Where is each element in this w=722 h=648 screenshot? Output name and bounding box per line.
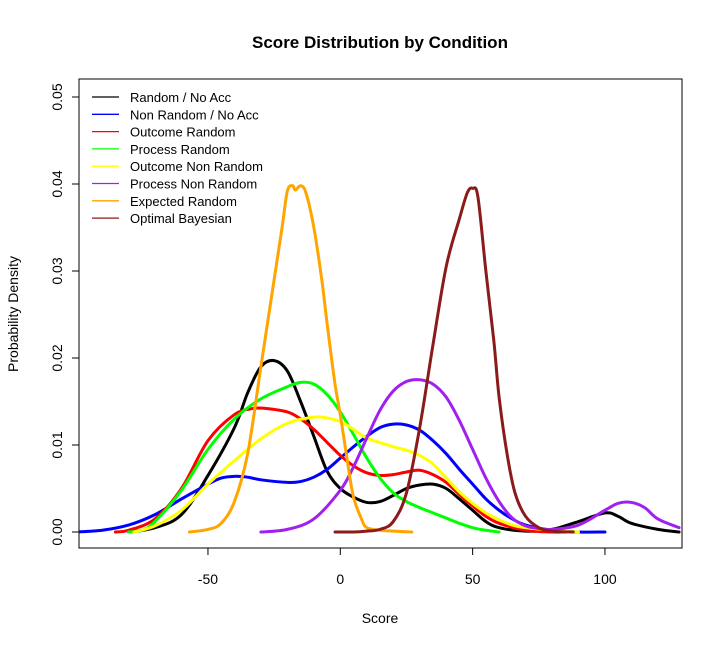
series-line-5: [132, 415, 580, 534]
x-tick-label: -50: [198, 571, 218, 587]
y-tick-label: 0.00: [49, 518, 65, 545]
legend-label: Optimal Bayesian: [130, 211, 232, 226]
y-tick-label: 0.02: [49, 344, 65, 371]
x-axis: -50 0 50 100: [198, 547, 617, 587]
x-tick-label: 50: [465, 571, 481, 587]
y-tick-label: 0.01: [49, 431, 65, 458]
legend-label: Process Random: [130, 142, 230, 157]
legend-label: Expected Random: [130, 194, 237, 209]
legend: Random / No Acc Non Random / No Acc Outcom…: [92, 90, 263, 226]
legend-item: Optimal Bayesian: [92, 211, 232, 226]
legend-label: Outcome Non Random: [130, 159, 263, 174]
series-line-7: [187, 184, 414, 534]
legend-item: Process Random: [92, 142, 230, 157]
legend-label: Process Non Random: [130, 177, 257, 192]
series-line-3: [113, 406, 567, 534]
y-tick-label: 0.05: [49, 83, 65, 110]
series-line-8: [333, 186, 575, 534]
y-tick-label: 0.04: [49, 170, 65, 197]
y-tick-label: 0.03: [49, 257, 65, 284]
legend-item: Non Random / No Acc: [92, 107, 259, 122]
y-axis: 0.00 0.01 0.02 0.03 0.04 0.05: [49, 83, 80, 546]
series-line-1: [127, 358, 681, 534]
legend-item: Random / No Acc: [92, 90, 232, 105]
legend-label: Outcome Random: [130, 125, 236, 140]
series-line-4: [127, 380, 501, 534]
legend-item: Expected Random: [92, 194, 237, 209]
legend-item: Outcome Non Random: [92, 159, 263, 174]
x-tick-label: 100: [593, 571, 617, 587]
x-tick-label: 0: [336, 571, 344, 587]
legend-label: Random / No Acc: [130, 90, 232, 105]
chart-title: Score Distribution by Condition: [252, 33, 508, 52]
series-line-6: [259, 378, 681, 534]
legend-label: Non Random / No Acc: [130, 107, 259, 122]
y-axis-label: Probability Density: [5, 256, 21, 372]
x-axis-label: Score: [362, 610, 399, 626]
series-layer: [79, 184, 681, 534]
legend-item: Process Non Random: [92, 177, 257, 192]
legend-item: Outcome Random: [92, 125, 236, 140]
